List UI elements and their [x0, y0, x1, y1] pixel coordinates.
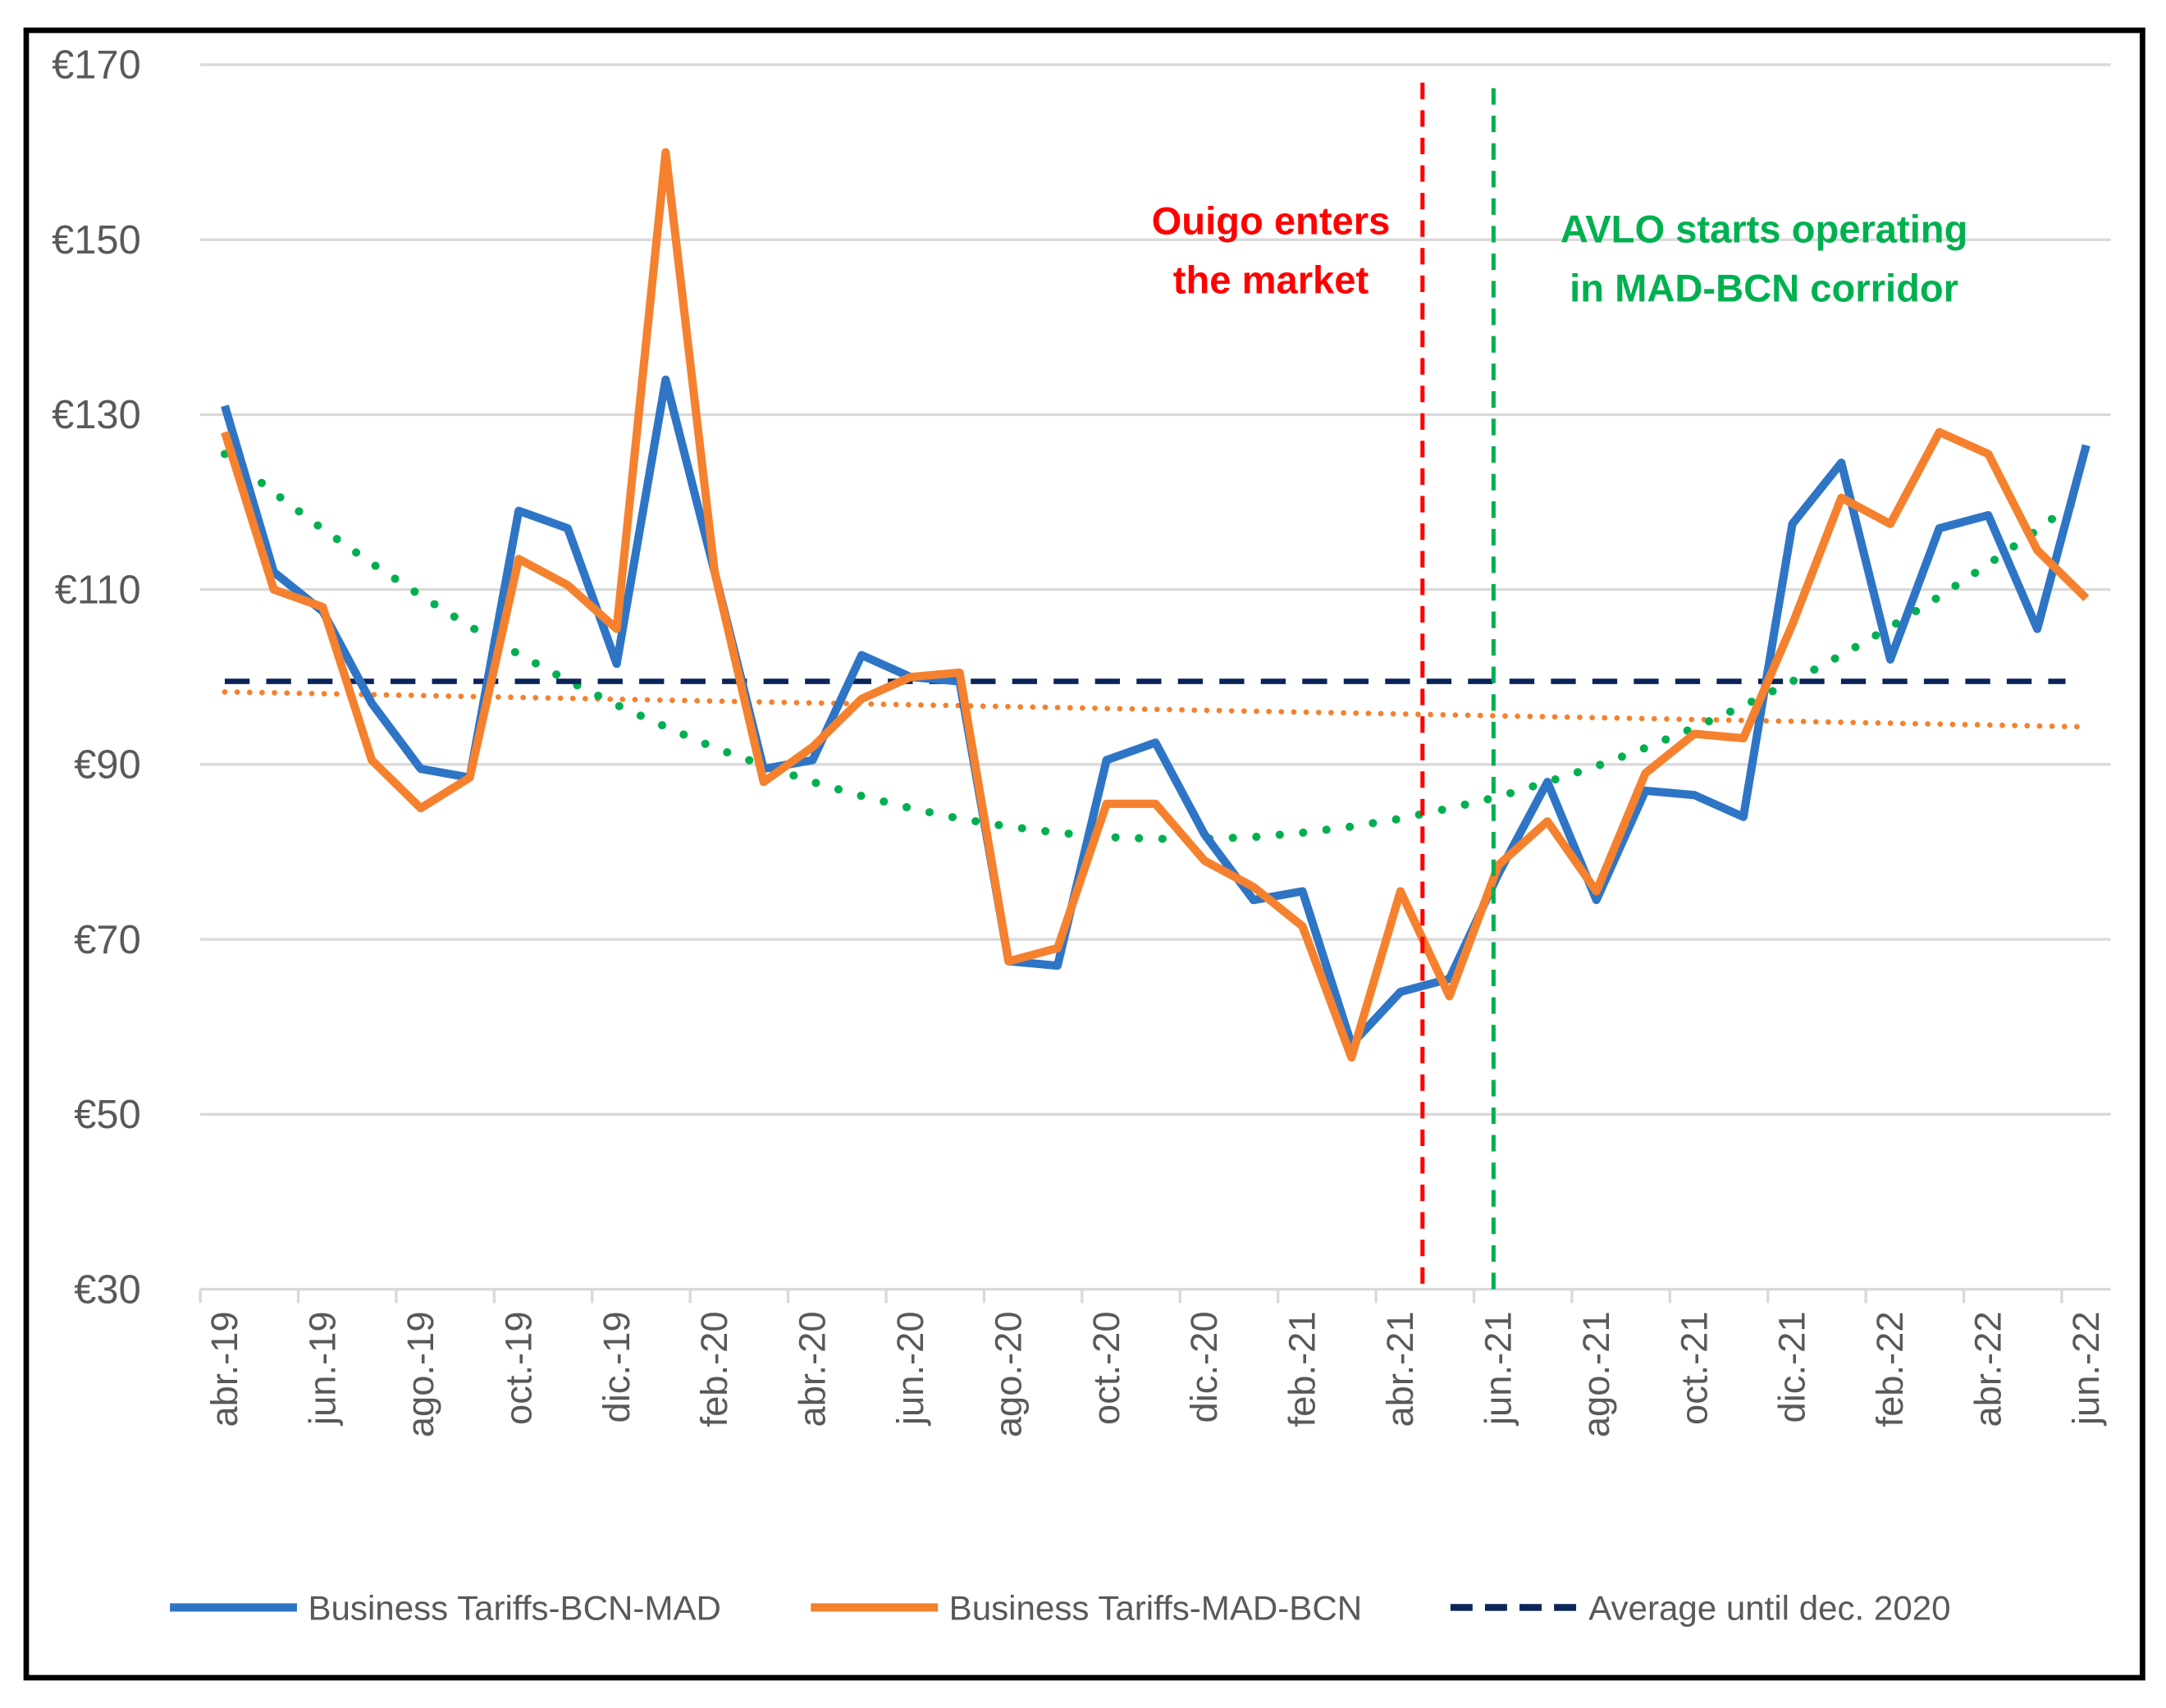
linear-trendline [222, 689, 2090, 730]
y-tick-label: €50 [74, 1093, 140, 1137]
avlo-annotation-line2: in MAD-BCN corridor [1570, 267, 1958, 310]
x-tick-label: abr.-20 [792, 1311, 834, 1427]
x-tick-label: abr.-19 [203, 1311, 245, 1427]
x-tick-label: oct.-21 [1673, 1311, 1715, 1425]
legend-label-average: Average until dec. 2020 [1588, 1589, 1950, 1628]
x-tick-label: ago.-19 [400, 1311, 441, 1437]
x-tick-label: abr.-22 [1967, 1311, 2008, 1427]
y-tick-label: €170 [52, 43, 141, 88]
y-tick-label: €130 [52, 393, 141, 437]
series-lines [221, 148, 2091, 1062]
polynomial-trendline [220, 450, 2091, 843]
x-tick-label: jun.-21 [1477, 1311, 1519, 1427]
x-tick-label: ago.-21 [1575, 1311, 1617, 1437]
legend-label-mad-bcn: Business Tariffs-MAD-BCN [949, 1589, 1362, 1628]
ouigo-annotation-line1: Ouigo enters [1152, 199, 1391, 242]
x-tick-label: jun.-22 [2065, 1311, 2107, 1427]
x-tick-label: oct.-19 [497, 1311, 539, 1425]
y-tick-label: €150 [52, 218, 141, 263]
y-tick-label: €70 [74, 918, 140, 962]
x-tick-label: jun.-20 [889, 1311, 931, 1427]
y-tick-label: €90 [74, 743, 140, 788]
x-tick-label: feb.-22 [1869, 1311, 1911, 1427]
x-tick-label: dic.-20 [1183, 1311, 1225, 1423]
x-axis: abr.-19 jun.-19 ago.-19 oct.-19 dic.-19 feb.-… [199, 1287, 2111, 1437]
legend: Business Tariffs-BCN-MAD Business Tariff… [170, 1589, 1951, 1628]
x-tick-label: feb.-21 [1282, 1311, 1323, 1427]
y-tick-label: €30 [74, 1267, 140, 1312]
annotations: Ouigo enters the market AVLO starts oper… [1152, 82, 1968, 1290]
x-tick-label: jun.-19 [301, 1311, 343, 1427]
x-tick-label: dic.-21 [1771, 1311, 1813, 1423]
legend-label-bcn-mad: Business Tariffs-BCN-MAD [308, 1589, 720, 1628]
y-tick-label: €110 [55, 568, 141, 612]
gridlines [200, 63, 2111, 1117]
ouigo-annotation-line2: the market [1173, 258, 1369, 302]
x-tick-label: abr.-21 [1379, 1311, 1421, 1427]
x-tick-label: dic.-19 [596, 1311, 637, 1423]
x-tick-label: oct.-20 [1085, 1311, 1127, 1425]
y-axis-ticks: €30 €50 €70 €90 €110 €130 €150 €170 [52, 43, 141, 1313]
avlo-annotation-line1: AVLO starts operating [1561, 208, 1968, 251]
trendlines [220, 450, 2091, 843]
x-tick-label: feb.-20 [693, 1311, 735, 1427]
x-tick-label: ago.-20 [987, 1311, 1029, 1437]
